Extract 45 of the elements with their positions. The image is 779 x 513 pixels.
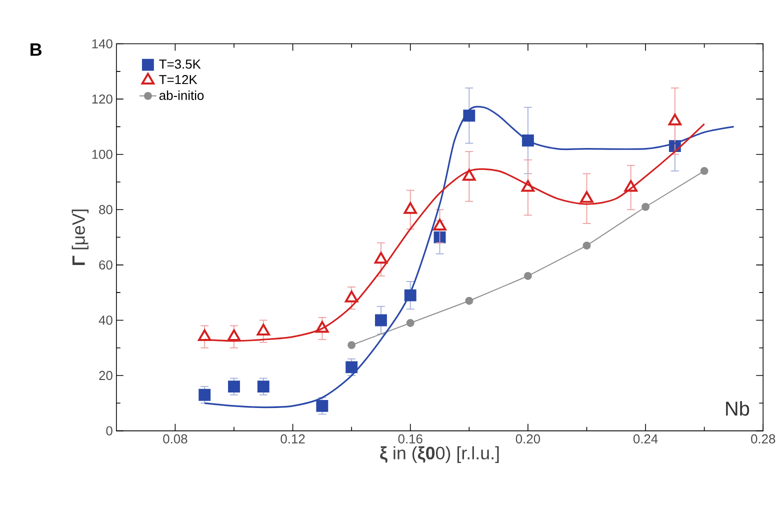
point: [404, 202, 417, 214]
point: [374, 252, 388, 264]
y-tick-label: 140: [92, 39, 112, 48]
point: [256, 324, 270, 336]
y-tick-label: 100: [92, 150, 112, 159]
point: [524, 272, 532, 280]
legend-label: ab-initio: [159, 90, 204, 100]
point: [344, 290, 358, 302]
y-tick-label: 120: [92, 94, 112, 104]
point: [463, 109, 476, 122]
x-axis-title: ξ in (ξ00) [r.l.u.]: [380, 446, 499, 463]
point: [582, 241, 591, 250]
annotation: Nb: [726, 400, 750, 416]
x-tick-label: 0.08: [163, 434, 188, 444]
y-tick-label: 40: [98, 315, 112, 325]
point: [375, 314, 387, 326]
legend-label: T=12K: [159, 74, 198, 84]
y-tick-label: 60: [99, 260, 112, 270]
point: [198, 388, 211, 401]
x-tick-label: 0.28: [751, 434, 776, 444]
point: [346, 361, 358, 373]
point: [257, 380, 270, 392]
legend-label: T=3.5K: [159, 59, 201, 69]
point: [580, 190, 594, 203]
text: B: [30, 43, 42, 56]
point: [198, 329, 212, 341]
point: [348, 340, 356, 349]
y-tick-label: 80: [99, 204, 112, 214]
point: [228, 380, 240, 392]
y-tick-label: 20: [99, 370, 112, 380]
x-tick-label: 0.16: [398, 434, 422, 444]
x-tick-label: 0.20: [516, 434, 540, 444]
point: [462, 168, 476, 181]
point: [406, 318, 414, 327]
y-tick-label: 0: [106, 426, 112, 436]
point: [316, 400, 328, 412]
point: [700, 166, 708, 175]
point: [433, 218, 446, 230]
point: [642, 202, 650, 211]
point: [434, 231, 446, 244]
y-axis-title: Γ [μeV]: [72, 209, 88, 265]
point: [668, 114, 682, 126]
point: [465, 296, 474, 305]
x-tick-label: 0.24: [633, 434, 658, 444]
x-tick-label: 0.12: [280, 434, 305, 444]
